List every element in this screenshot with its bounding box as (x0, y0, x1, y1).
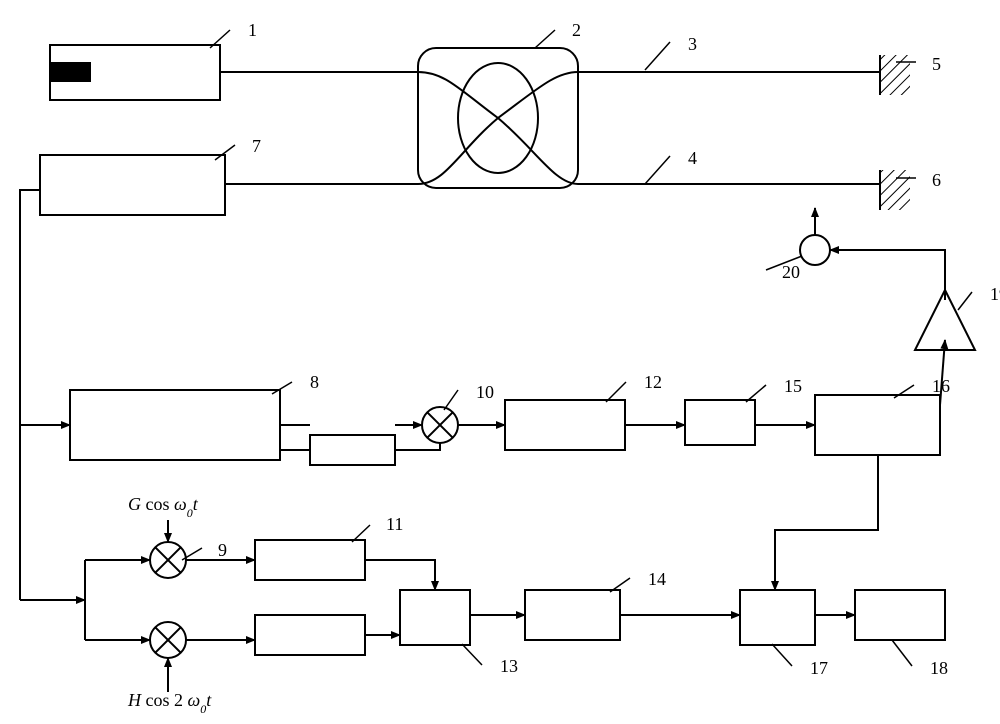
math-m2: H cos 2 ω0t (127, 690, 212, 716)
leader-3 (645, 42, 670, 70)
hatch-h6 (880, 170, 910, 210)
label-13: 13 (500, 656, 518, 676)
diagram-canvas: 1234567891011121314151617181920 G cos ω0… (0, 0, 1000, 724)
label-19: 19 (990, 284, 1000, 304)
leader-16 (894, 385, 914, 398)
node-n1s (50, 63, 90, 81)
edge (775, 455, 878, 590)
node-n12 (505, 400, 625, 450)
math-m1: G cos ω0t (128, 494, 199, 520)
label-1: 1 (248, 20, 257, 40)
label-8: 8 (310, 372, 319, 392)
node-n14 (525, 590, 620, 640)
node-n18 (855, 590, 945, 640)
leader-4 (645, 156, 670, 184)
leader-10 (444, 390, 458, 410)
node-n7 (40, 155, 225, 215)
label-20: 20 (782, 262, 800, 282)
label-10: 10 (476, 382, 494, 402)
label-15: 15 (784, 376, 802, 396)
node-n13 (400, 590, 470, 645)
node-n8 (70, 390, 280, 460)
label-4: 4 (688, 148, 697, 168)
label-3: 3 (688, 34, 697, 54)
label-14: 14 (648, 569, 666, 589)
label-12: 12 (644, 372, 662, 392)
leader-19 (958, 292, 972, 310)
edge (830, 250, 945, 300)
leader-2 (535, 30, 555, 48)
label-9: 9 (218, 540, 227, 560)
node-n20 (800, 235, 830, 265)
node-n15 (685, 400, 755, 445)
label-7: 7 (252, 136, 261, 156)
label-11: 11 (386, 514, 403, 534)
leader-13 (462, 644, 482, 665)
label-2: 2 (572, 20, 581, 40)
node-n16 (815, 395, 940, 455)
node-n11a (255, 540, 365, 580)
label-6: 6 (932, 170, 941, 190)
label-17: 17 (810, 658, 828, 678)
node-n8b (310, 435, 395, 465)
node-n11b (255, 615, 365, 655)
edge (395, 443, 440, 450)
node-n17 (740, 590, 815, 645)
hatch-h5 (880, 55, 910, 95)
leader-18 (892, 640, 912, 666)
edge (365, 560, 435, 590)
label-16: 16 (932, 376, 950, 396)
leader-8 (272, 382, 292, 394)
label-5: 5 (932, 54, 941, 74)
leader-17 (772, 644, 792, 666)
label-18: 18 (930, 658, 948, 678)
edge (20, 190, 40, 425)
